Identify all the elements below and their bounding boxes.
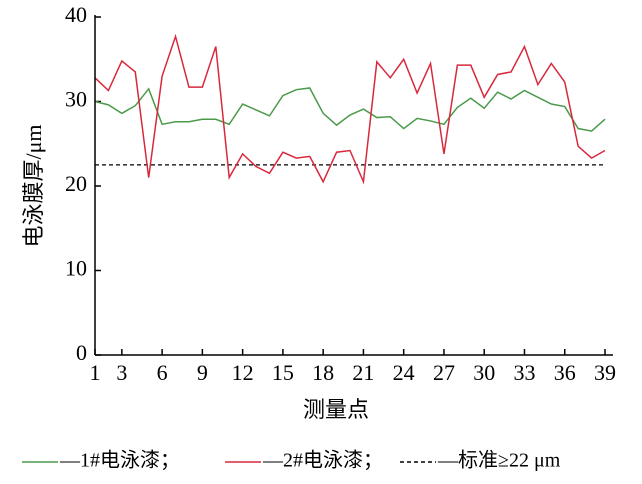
x-tick-label: 39 [594,360,616,385]
legend-label: —标准≥22 μm [437,449,561,472]
y-axis-label: 电泳膜厚/μm [21,124,46,247]
x-tick-label: 3 [116,360,127,385]
series-line [94,87,606,132]
y-tick-label: 30 [65,87,87,112]
x-tick-label: 21 [352,360,374,385]
x-tick-label: 36 [554,360,576,385]
legend-label: —2#电泳漆； [262,449,383,472]
x-tick-label: 6 [157,360,168,385]
legend-label: —1#电泳漆； [59,449,180,472]
x-tick-label: 33 [513,360,535,385]
x-tick-label: 24 [393,360,415,385]
y-tick-label: 20 [65,171,87,196]
x-tick-label: 15 [272,360,294,385]
y-tick-label: 0 [76,340,87,365]
x-tick-label: 30 [473,360,495,385]
series-line [94,33,606,185]
x-tick-label: 12 [232,360,254,385]
y-tick-label: 10 [65,256,87,281]
x-tick-label: 27 [433,360,455,385]
x-tick-label: 1 [90,360,101,385]
y-tick-label: 40 [65,2,87,27]
x-tick-label: 9 [197,360,208,385]
x-axis-label: 测量点 [303,397,369,422]
x-tick-label: 18 [312,360,334,385]
